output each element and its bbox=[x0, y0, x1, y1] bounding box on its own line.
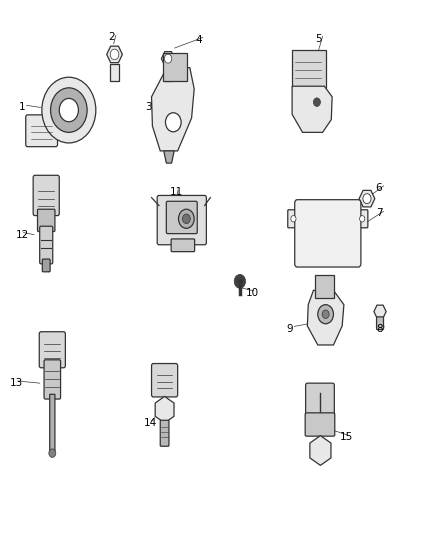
Circle shape bbox=[50, 88, 87, 132]
FancyBboxPatch shape bbox=[49, 394, 55, 451]
Text: 4: 4 bbox=[195, 35, 201, 45]
Text: 8: 8 bbox=[377, 324, 383, 334]
FancyBboxPatch shape bbox=[357, 210, 368, 228]
FancyBboxPatch shape bbox=[166, 201, 197, 233]
Text: 7: 7 bbox=[376, 208, 382, 219]
Text: 9: 9 bbox=[286, 324, 293, 334]
Circle shape bbox=[164, 54, 172, 63]
Text: 1: 1 bbox=[19, 102, 25, 112]
FancyBboxPatch shape bbox=[152, 364, 178, 397]
Circle shape bbox=[110, 49, 119, 60]
FancyBboxPatch shape bbox=[295, 200, 361, 267]
Circle shape bbox=[318, 305, 333, 324]
Text: 2: 2 bbox=[108, 33, 115, 43]
FancyBboxPatch shape bbox=[160, 420, 169, 446]
Text: 15: 15 bbox=[340, 432, 353, 442]
Polygon shape bbox=[374, 305, 386, 318]
FancyBboxPatch shape bbox=[42, 259, 50, 272]
FancyBboxPatch shape bbox=[292, 50, 325, 88]
Circle shape bbox=[183, 214, 190, 223]
Circle shape bbox=[314, 98, 321, 107]
Circle shape bbox=[49, 449, 56, 457]
Polygon shape bbox=[155, 397, 174, 423]
Polygon shape bbox=[164, 151, 174, 163]
Circle shape bbox=[360, 216, 365, 222]
Polygon shape bbox=[359, 190, 375, 207]
Text: 5: 5 bbox=[315, 34, 321, 44]
FancyBboxPatch shape bbox=[288, 210, 299, 228]
Polygon shape bbox=[310, 435, 331, 465]
FancyBboxPatch shape bbox=[44, 360, 60, 399]
Polygon shape bbox=[307, 290, 344, 345]
Polygon shape bbox=[162, 52, 175, 66]
FancyBboxPatch shape bbox=[306, 383, 334, 418]
Bar bbox=[110, 64, 119, 81]
Text: 3: 3 bbox=[145, 102, 152, 112]
Polygon shape bbox=[107, 46, 122, 63]
Bar bbox=[164, 67, 172, 81]
FancyBboxPatch shape bbox=[26, 115, 57, 147]
Circle shape bbox=[42, 77, 96, 143]
Circle shape bbox=[322, 310, 329, 318]
Circle shape bbox=[166, 113, 181, 132]
Circle shape bbox=[291, 216, 296, 222]
FancyBboxPatch shape bbox=[157, 196, 206, 245]
FancyBboxPatch shape bbox=[39, 332, 65, 368]
FancyBboxPatch shape bbox=[315, 275, 334, 298]
Text: 11: 11 bbox=[170, 187, 184, 197]
FancyBboxPatch shape bbox=[171, 239, 194, 252]
Circle shape bbox=[363, 193, 371, 204]
Circle shape bbox=[234, 274, 246, 288]
FancyBboxPatch shape bbox=[305, 413, 335, 436]
Text: 6: 6 bbox=[376, 183, 382, 193]
FancyBboxPatch shape bbox=[38, 209, 55, 231]
Text: 14: 14 bbox=[144, 418, 157, 428]
FancyBboxPatch shape bbox=[163, 53, 187, 81]
Text: 12: 12 bbox=[16, 230, 29, 240]
Text: 10: 10 bbox=[246, 288, 259, 298]
FancyBboxPatch shape bbox=[33, 175, 59, 216]
FancyBboxPatch shape bbox=[377, 317, 384, 329]
Circle shape bbox=[179, 209, 194, 228]
Polygon shape bbox=[152, 68, 194, 151]
Text: 13: 13 bbox=[10, 378, 23, 388]
FancyBboxPatch shape bbox=[40, 226, 53, 264]
Polygon shape bbox=[292, 86, 332, 132]
Circle shape bbox=[59, 99, 78, 122]
